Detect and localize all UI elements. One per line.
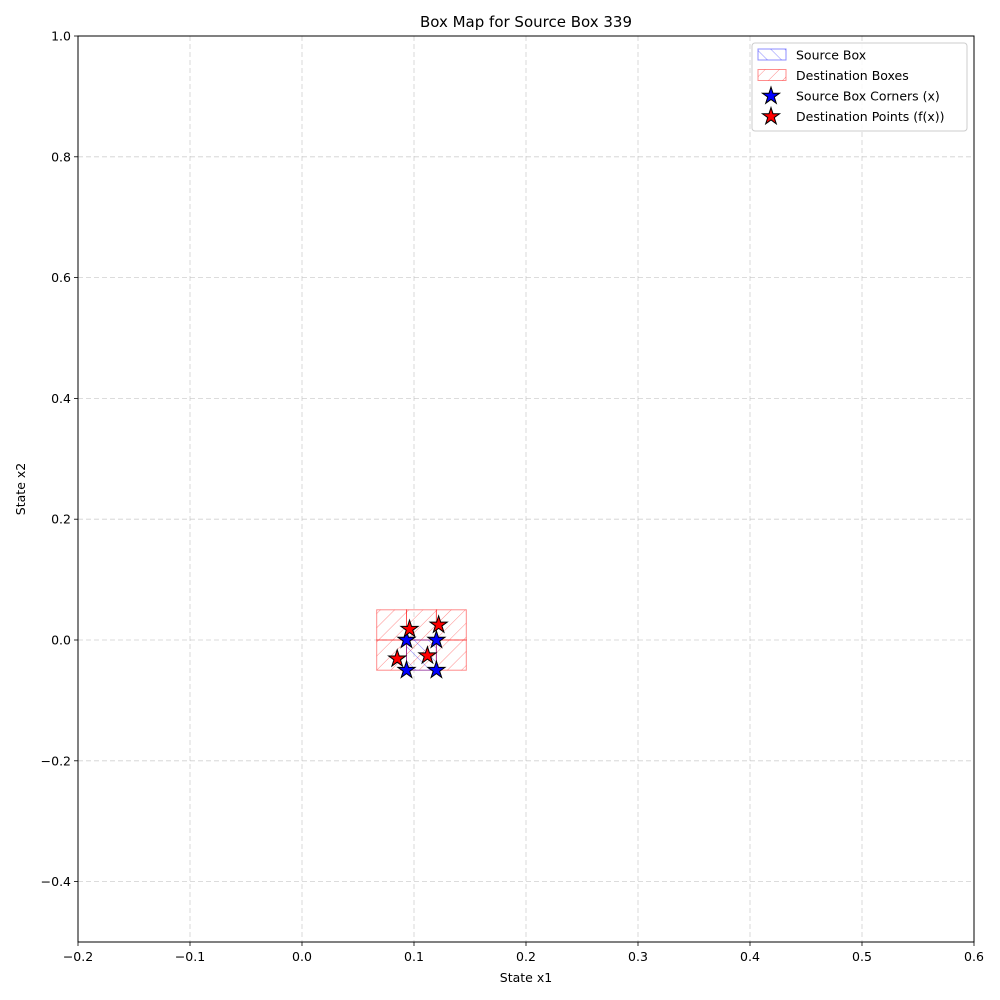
legend-frame (751, 42, 968, 132)
legend-item: Source Box (757, 48, 866, 63)
source-corner-point (396, 659, 417, 679)
legend-star-icon (760, 105, 782, 126)
source-corner-point (426, 629, 447, 649)
y-axis-ticks: −0.4 −0.2 0.0 0.2 0.4 0.6 0.8 1.0 (41, 29, 78, 889)
source-corner-point (396, 629, 417, 649)
chart-title: Box Map for Source Box 339 (420, 13, 632, 31)
y-tick-label: 0.0 (51, 633, 71, 648)
legend-swatch (757, 48, 787, 61)
y-tick-label: 0.4 (51, 391, 71, 406)
destination-point (428, 614, 449, 634)
legend-item: Destination Boxes (757, 68, 909, 83)
x-axis-label: State x1 (500, 970, 552, 985)
destination-box (376, 609, 407, 641)
destination-point (387, 648, 408, 668)
legend-item: Destination Points (f(x)) (760, 105, 945, 126)
x-tick-label: 0.2 (516, 949, 536, 964)
x-tick-label: −0.1 (175, 949, 205, 964)
legend-label: Source Box Corners (x) (796, 89, 940, 104)
legend-label: Destination Points (f(x)) (796, 109, 945, 124)
y-tick-label: −0.2 (41, 753, 71, 768)
grid (77, 35, 975, 942)
x-tick-label: 0.6 (964, 949, 984, 964)
x-tick-label: 0.0 (292, 949, 312, 964)
y-tick-label: −0.4 (41, 874, 71, 889)
y-tick-label: 1.0 (51, 29, 71, 44)
x-tick-label: −0.2 (63, 949, 93, 964)
x-axis-ticks: −0.2 −0.1 0.0 0.1 0.2 0.3 0.4 0.5 0.6 (63, 942, 984, 964)
points (387, 614, 449, 679)
legend-label: Source Box (796, 48, 866, 63)
legend-item: Source Box Corners (x) (760, 85, 940, 105)
x-tick-label: 0.3 (628, 949, 648, 964)
y-tick-label: 0.6 (51, 270, 71, 285)
legend: Source Box Destination Boxes Source Box Co… (751, 42, 968, 132)
destination-point (399, 618, 420, 638)
source-corner-point (426, 659, 447, 679)
legend-star-icon (760, 85, 782, 105)
x-tick-label: 0.1 (404, 949, 424, 964)
x-tick-label: 0.5 (852, 949, 872, 964)
y-axis-label: State x2 (13, 463, 28, 515)
y-tick-label: 0.8 (51, 149, 71, 164)
x-tick-label: 0.4 (740, 949, 760, 964)
y-tick-label: 0.2 (51, 512, 71, 527)
legend-swatch (757, 69, 787, 81)
destination-point (417, 645, 438, 665)
legend-label: Destination Boxes (796, 68, 909, 83)
